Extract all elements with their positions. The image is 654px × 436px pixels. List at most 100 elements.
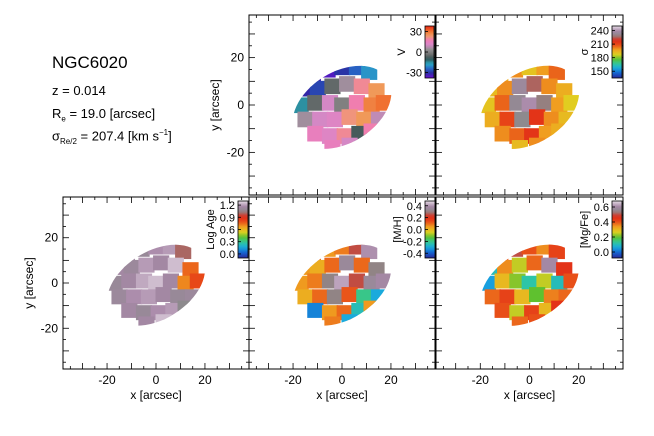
dispersion-bin bbox=[543, 111, 561, 128]
sigma-value-end: ] bbox=[168, 128, 172, 144]
alpha-colorbar-tick-label: 0.2 bbox=[594, 232, 609, 244]
alpha-bin bbox=[543, 289, 561, 305]
logage-bin bbox=[167, 257, 184, 273]
metallicity-bin bbox=[321, 273, 339, 289]
velocity-bin bbox=[309, 80, 326, 97]
metallicity-bin bbox=[326, 289, 343, 305]
dispersion-bin bbox=[509, 95, 526, 111]
alpha-bin bbox=[509, 273, 526, 289]
metallicity-colorbar-tick-label: -0.2 bbox=[403, 236, 422, 248]
alpha-bin bbox=[541, 257, 558, 273]
alpha-bin bbox=[529, 314, 546, 330]
alpha-xtick-label: 20 bbox=[572, 373, 586, 387]
dispersion-bin bbox=[484, 111, 501, 128]
effective-radius-label: Re = 19.0 [arcsec] bbox=[52, 106, 155, 124]
dispersion-map bbox=[479, 59, 580, 156]
metallicity-bin bbox=[348, 273, 366, 289]
logage-xtick-label: 20 bbox=[198, 373, 212, 387]
metallicity-bin bbox=[292, 275, 309, 291]
alpha-bin bbox=[509, 305, 526, 321]
logage-colorbar-tick-label: 0.3 bbox=[220, 237, 235, 249]
alpha-bin bbox=[492, 246, 509, 262]
alpha-colorbar-label: [Mg/Fe] bbox=[579, 211, 591, 248]
alpha-colorbar-tick-label: 0.4 bbox=[594, 217, 609, 229]
velocity-bin bbox=[375, 95, 392, 111]
logage-ytick-label: 0 bbox=[51, 276, 58, 290]
logage-bin bbox=[155, 314, 172, 330]
dispersion-colorbar-label: σ bbox=[579, 48, 591, 55]
dispersion-colorbar-tick-label: 240 bbox=[591, 26, 609, 38]
velocity-colorbar-tick-label: 0 bbox=[416, 47, 422, 59]
alpha-bin bbox=[548, 244, 565, 260]
metallicity-bin bbox=[307, 302, 324, 318]
alpha-bin bbox=[529, 287, 546, 303]
logage-bin bbox=[111, 289, 128, 305]
alpha-colorbar bbox=[611, 200, 623, 259]
dispersion-colorbar-tick-label: 180 bbox=[591, 53, 609, 65]
logage-bin bbox=[175, 244, 192, 260]
logage-bin bbox=[121, 302, 138, 318]
alpha-bin bbox=[556, 262, 573, 278]
velocity-ytick-label: 20 bbox=[231, 51, 245, 65]
re-symbol: R bbox=[52, 106, 62, 121]
logage-bin bbox=[123, 259, 140, 275]
dispersion-bin bbox=[563, 95, 580, 111]
metallicity-bin bbox=[368, 262, 385, 278]
logage-xtick-label: 0 bbox=[153, 373, 160, 387]
sigma-label: σRe/2 = 207.4 [km s−1] bbox=[52, 128, 172, 146]
dispersion-bin bbox=[548, 64, 565, 80]
logage-ytick-label: -20 bbox=[41, 321, 59, 335]
alpha-bin bbox=[479, 275, 497, 291]
velocity-bin bbox=[321, 128, 339, 144]
metallicity-bin bbox=[321, 305, 339, 321]
galaxy-name: NGC6020 bbox=[52, 53, 128, 72]
velocity-bin bbox=[326, 111, 343, 128]
logage-colorbar-label: Log Age bbox=[205, 209, 217, 249]
metallicity-xtick-label: 0 bbox=[339, 373, 346, 387]
dispersion-bin bbox=[551, 123, 568, 140]
metallicity-bin bbox=[341, 314, 358, 330]
dispersion-bin bbox=[511, 78, 529, 95]
re-value: = 19.0 [arcsec] bbox=[65, 106, 156, 121]
velocity-ytick-label: -20 bbox=[227, 145, 245, 159]
logage-bin bbox=[140, 289, 157, 305]
alpha-bin bbox=[484, 289, 501, 305]
logage-bin bbox=[109, 259, 126, 275]
alpha-map bbox=[479, 239, 580, 332]
alpha-bin bbox=[494, 273, 511, 289]
logage-colorbar-tick-label: 0.9 bbox=[220, 212, 235, 224]
dispersion-bin bbox=[551, 97, 568, 114]
metallicity-bin bbox=[324, 316, 341, 332]
metallicity-map bbox=[292, 239, 392, 332]
velocity-bin bbox=[334, 97, 351, 114]
metallicity-bin bbox=[334, 275, 351, 291]
logage-bin bbox=[135, 305, 153, 321]
velocity-bin bbox=[324, 140, 341, 156]
velocity-ytick-label: 0 bbox=[237, 98, 244, 112]
logage-bin bbox=[118, 246, 135, 262]
alpha-bin bbox=[506, 241, 524, 257]
metallicity-bin bbox=[295, 259, 312, 275]
logage-colorbar-tick-label: 1.2 bbox=[220, 200, 235, 212]
alpha-xlabel: x [arcsec] bbox=[504, 388, 555, 402]
dispersion-bin bbox=[556, 83, 573, 99]
metallicity-colorbar-tick-label: 0.2 bbox=[407, 213, 422, 225]
metallicity-xtick-label: -20 bbox=[284, 373, 302, 387]
dispersion-colorbar-tick-label: 210 bbox=[591, 39, 609, 51]
alpha-bin bbox=[497, 259, 514, 275]
dispersion-bin bbox=[529, 109, 546, 125]
alpha-bin bbox=[482, 259, 499, 275]
logage-bin bbox=[126, 289, 143, 305]
metallicity-xtick-label: 20 bbox=[384, 373, 398, 387]
alpha-xtick-label: 0 bbox=[526, 373, 533, 387]
logage-bin bbox=[153, 255, 170, 271]
velocity-bin bbox=[356, 111, 373, 128]
dispersion-bin bbox=[506, 61, 524, 78]
logage-colorbar-tick-label: 0.0 bbox=[220, 249, 235, 261]
velocity-colorbar-label: V bbox=[396, 48, 408, 56]
sigma-subscript: Re/2 bbox=[60, 136, 77, 146]
velocity-bin bbox=[341, 109, 358, 125]
velocity-bin bbox=[297, 111, 314, 128]
logage-bin bbox=[177, 300, 194, 316]
